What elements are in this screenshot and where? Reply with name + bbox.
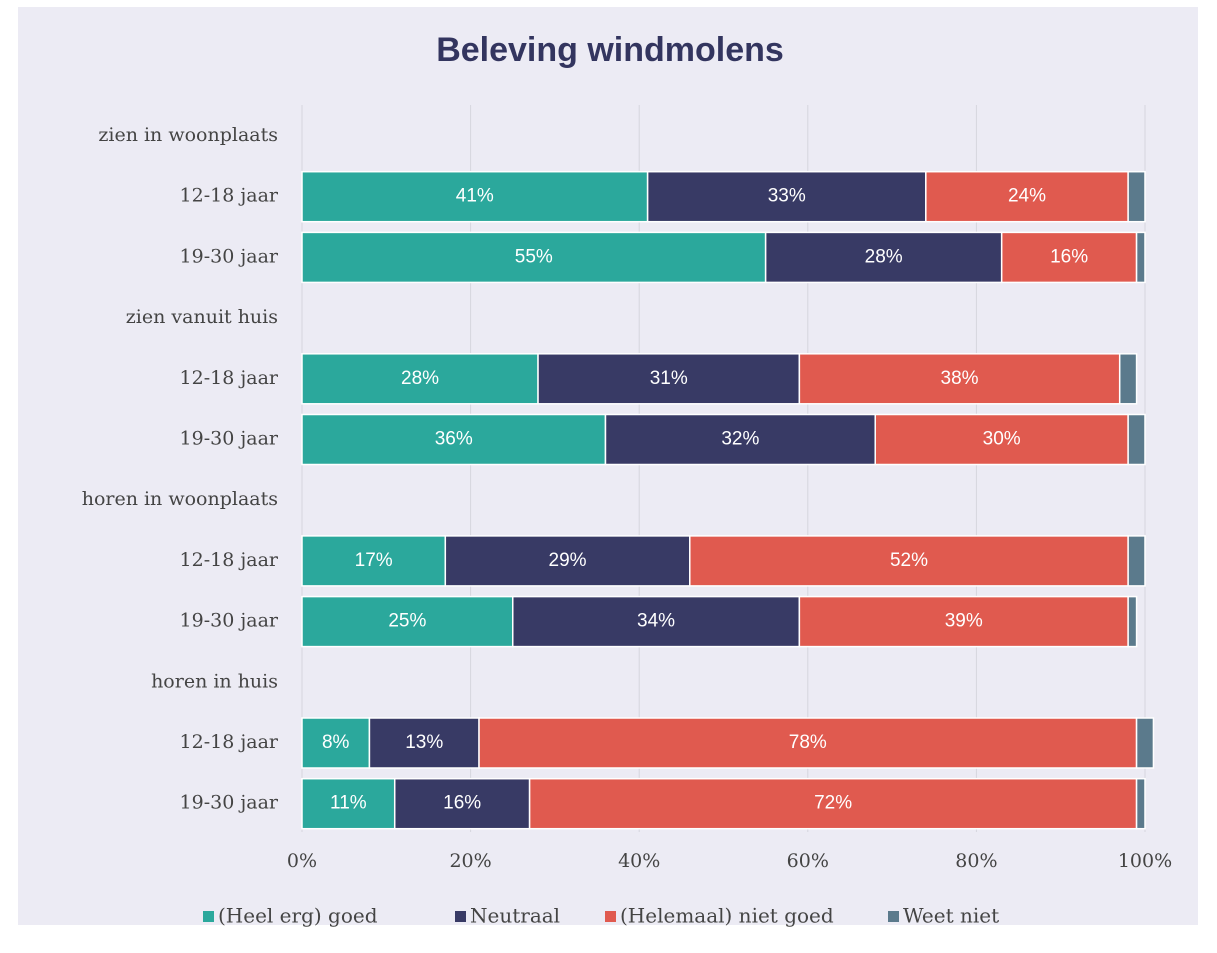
data-label: 72%	[814, 793, 852, 814]
y-tick-label: 19-30 jaar	[180, 610, 279, 632]
y-tick-label: 12-18 jaar	[180, 185, 279, 207]
bar-segment	[512, 595, 801, 648]
legend-label: Weet niet	[903, 904, 999, 928]
legend-swatch	[455, 911, 466, 922]
legend-label: (Heel erg) goed	[218, 904, 378, 928]
bar-segment	[646, 170, 927, 223]
y-tick-label: 19-30 jaar	[180, 245, 279, 267]
data-label: 30%	[983, 429, 1021, 450]
legend-label: Neutraal	[470, 904, 560, 928]
data-label: 55%	[515, 246, 553, 267]
data-label: 32%	[721, 429, 759, 450]
x-tick-label: 60%	[787, 850, 829, 872]
y-tick-label: zien vanuit huis	[126, 306, 278, 328]
y-tick-label: 12-18 jaar	[180, 549, 279, 571]
bar-segment	[1135, 717, 1155, 769]
x-tick-label: 0%	[287, 850, 317, 872]
data-label: 28%	[401, 368, 439, 389]
data-label: 17%	[355, 550, 393, 571]
y-tick-label: zien in woonplaats	[98, 124, 278, 146]
bar-segment	[925, 170, 1129, 223]
y-tick-label: 12-18 jaar	[180, 731, 279, 753]
legend-swatch	[888, 911, 899, 922]
data-label: 28%	[865, 246, 903, 267]
data-label: 34%	[637, 611, 675, 632]
bar-segment	[1127, 413, 1146, 466]
data-label: 29%	[549, 550, 587, 571]
bar-segment	[301, 413, 607, 466]
bar-segment	[301, 535, 447, 587]
data-label: 36%	[435, 429, 473, 450]
data-label: 41%	[456, 186, 494, 207]
bar-segment	[1118, 353, 1138, 405]
data-label: 33%	[768, 186, 806, 207]
chart-title: Beleving windmolens	[436, 31, 784, 69]
data-label: 13%	[405, 732, 443, 753]
bar-segment	[798, 353, 1121, 405]
bar-segment	[1127, 595, 1138, 648]
data-label: 78%	[789, 732, 827, 753]
bar-segment	[537, 353, 801, 405]
data-label: 11%	[330, 793, 367, 814]
data-label: 38%	[941, 368, 979, 389]
bar-segment	[1135, 777, 1146, 830]
bar-segment	[1127, 170, 1146, 223]
bar-segment	[1135, 231, 1146, 284]
legend-swatch	[203, 911, 214, 922]
x-tick-label: 80%	[955, 850, 997, 872]
y-tick-label: horen in huis	[151, 670, 278, 692]
bar-segment	[301, 231, 767, 284]
panel	[18, 7, 1198, 925]
bar-segment	[1127, 535, 1146, 587]
data-label: 25%	[388, 611, 426, 632]
bar-segment	[1000, 231, 1138, 284]
bar-segment	[301, 777, 396, 830]
x-tick-label: 20%	[449, 850, 491, 872]
bar-segment	[798, 595, 1129, 648]
bar-segment	[528, 777, 1138, 830]
bar-segment	[604, 413, 876, 466]
y-tick-label: horen in woonplaats	[82, 488, 278, 510]
bar-segment	[764, 231, 1003, 284]
bar-segment	[689, 535, 1129, 587]
x-tick-label: 40%	[618, 850, 660, 872]
data-label: 31%	[650, 368, 688, 389]
bar-segment	[301, 595, 514, 648]
data-label: 39%	[945, 611, 983, 632]
bar-segment	[301, 353, 539, 405]
legend-label: (Helemaal) niet goed	[620, 904, 834, 928]
y-tick-label: 19-30 jaar	[180, 792, 279, 814]
y-tick-label: 12-18 jaar	[180, 367, 279, 389]
x-tick-label: 100%	[1118, 850, 1172, 872]
data-label: 16%	[443, 793, 481, 814]
bar-segment	[393, 777, 531, 830]
bar-segment	[478, 717, 1138, 769]
data-label: 24%	[1008, 186, 1046, 207]
legend-swatch	[605, 911, 616, 922]
bar-segment	[301, 717, 371, 769]
data-label: 52%	[890, 550, 928, 571]
y-tick-label: 19-30 jaar	[180, 428, 279, 450]
data-label: 8%	[322, 732, 350, 753]
data-label: 16%	[1050, 246, 1088, 267]
